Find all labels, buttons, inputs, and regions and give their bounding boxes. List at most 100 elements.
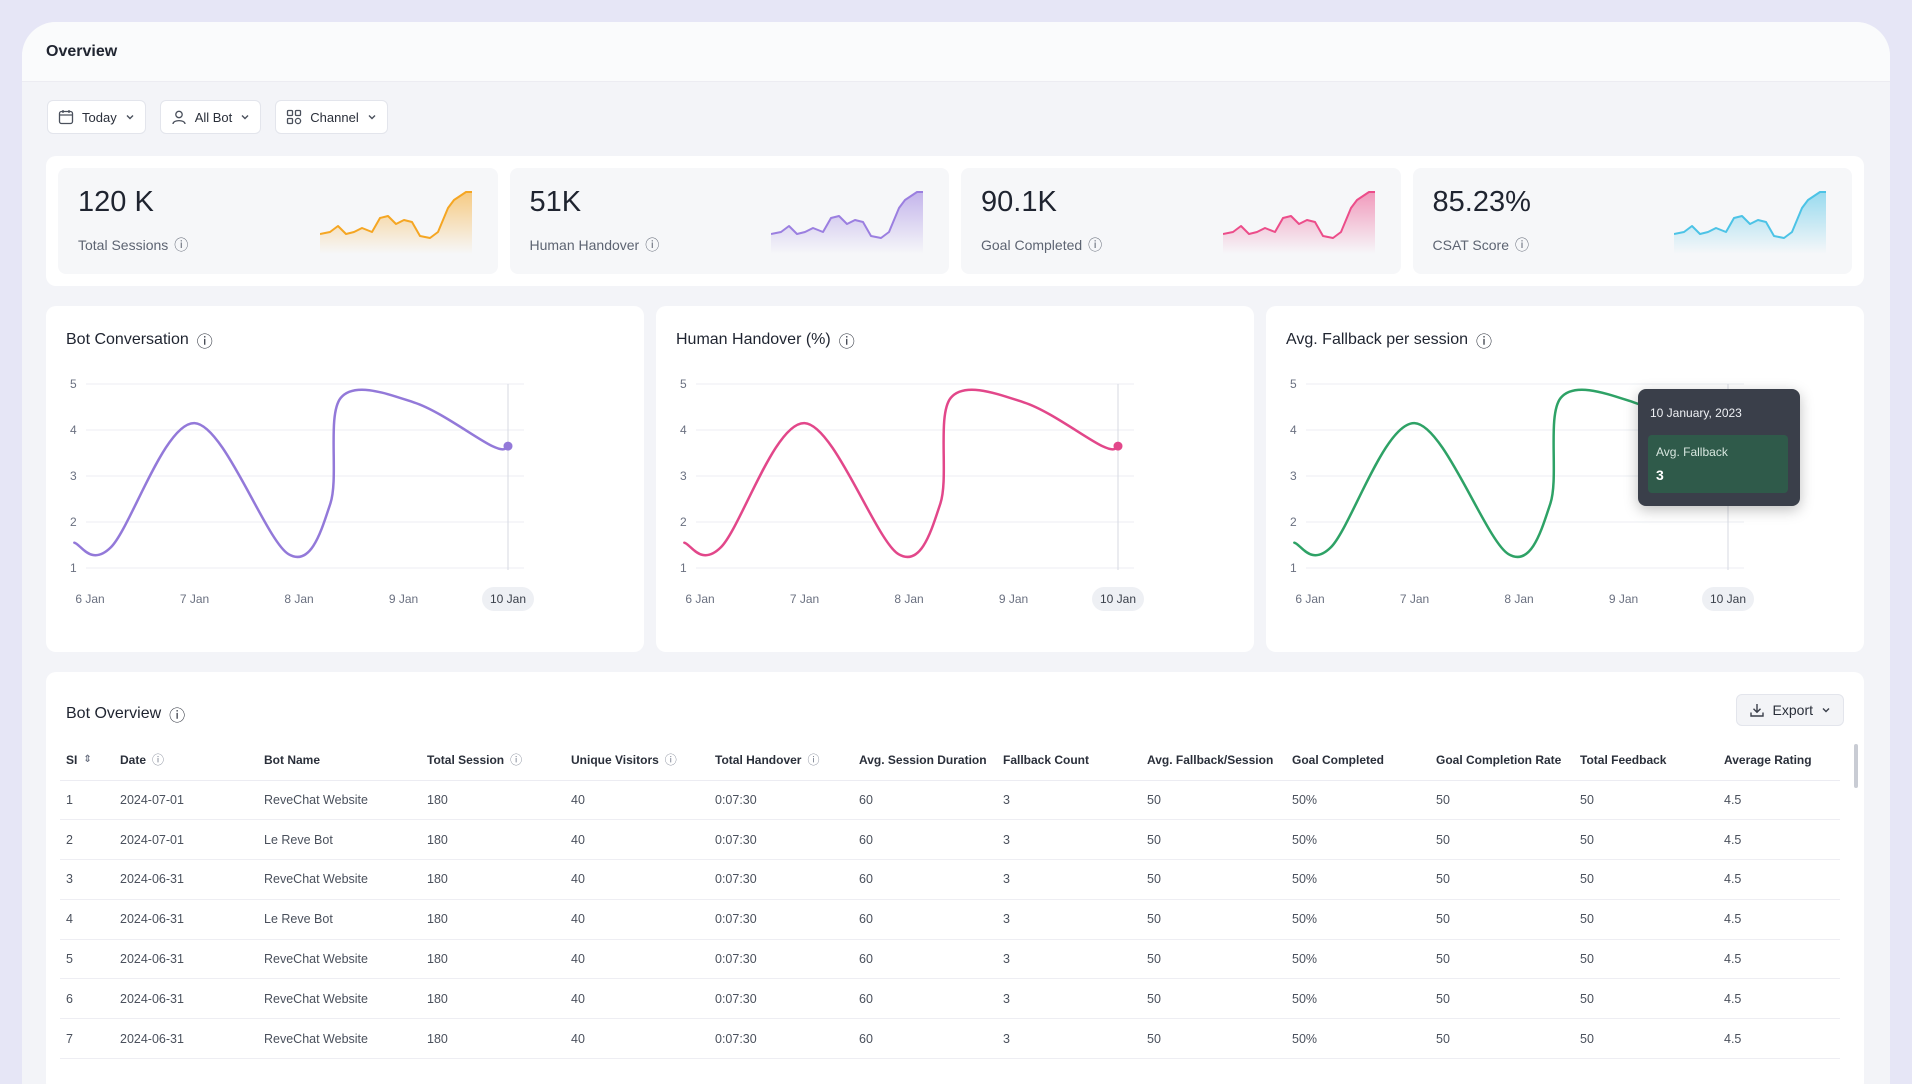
column-header-text: SI: [66, 752, 78, 767]
chart-title-text: Human Handover (%): [676, 331, 831, 348]
table-cell: 50%: [1286, 899, 1430, 940]
info-icon[interactable]: ⓘ: [152, 753, 165, 768]
info-icon[interactable]: ⓘ: [510, 753, 523, 768]
table-cell: 50: [1141, 939, 1286, 980]
y-tick-label: 4: [70, 423, 77, 437]
x-tick-label: 10 Jan: [1710, 592, 1746, 606]
y-tick-label: 2: [70, 515, 77, 529]
table-row[interactable]: 1 2024-07-01 ReveChat Website 180 40 0:07:30 6…: [60, 780, 1840, 821]
table-cell: 50: [1141, 1018, 1286, 1060]
y-tick-label: 1: [680, 561, 687, 575]
bot-overview-table: SI ⇕ Date ⓘ Bot Name Total Session ⓘ Unique…: [60, 740, 1840, 1060]
chart-card-human-handover: Human Handover (%) ⓘ 1 2 3 4 5 6 Jan 7 Jan 8 Jan…: [656, 306, 1254, 652]
chart-tooltip: 10 January, 2023 Avg. Fallback 3: [1638, 389, 1800, 506]
table-cell: 40: [565, 780, 709, 821]
column-header-text: Total Session: [427, 752, 505, 767]
table-cell: 0:07:30: [709, 819, 853, 861]
column-header: Unique Visitors ⓘ: [565, 740, 709, 781]
info-icon[interactable]: ⓘ: [169, 708, 186, 725]
user-icon: [172, 110, 186, 125]
date-filter-dropdown[interactable]: Today: [47, 100, 146, 134]
table-cell: 60: [853, 978, 997, 1020]
top-bar: Overview: [22, 22, 1890, 82]
table-cell: 50%: [1286, 819, 1430, 861]
table-row[interactable]: 7 2024-06-31 ReveChat Website 180 40 0:07:30 6…: [60, 1018, 1840, 1060]
sparkline-line: [771, 191, 923, 239]
table-cell: 50: [1141, 978, 1286, 1020]
column-header: Goal Completed: [1286, 740, 1430, 781]
table-cell: 180: [421, 978, 565, 1020]
info-icon[interactable]: ⓘ: [1476, 334, 1493, 351]
table-row[interactable]: 6 2024-06-31 ReveChat Website 180 40 0:07:30 6…: [60, 978, 1840, 1020]
sparkline: [1222, 191, 1375, 254]
y-tick-label: 2: [1290, 515, 1297, 529]
table-cell: 3: [997, 1018, 1141, 1060]
chevron-down-icon: [126, 115, 134, 120]
table-cell: 180: [421, 819, 565, 861]
info-icon[interactable]: ⓘ: [807, 753, 820, 768]
calendar-icon: [58, 110, 74, 125]
column-header-text: Date: [120, 752, 147, 767]
table-cell: 3: [997, 819, 1141, 861]
table-cell: 50%: [1286, 780, 1430, 821]
sort-icon[interactable]: ⇕: [83, 754, 92, 766]
table-cell: 0:07:30: [709, 1018, 853, 1060]
info-icon[interactable]: ⓘ: [838, 334, 855, 351]
info-icon[interactable]: ⓘ: [645, 237, 660, 253]
bot-filter-label: All Bot: [194, 109, 233, 125]
table-cell: 40: [565, 899, 709, 940]
table-cell: 50: [1141, 899, 1286, 940]
sparkline: [1674, 191, 1826, 254]
column-header[interactable]: SI ⇕: [60, 740, 114, 781]
info-icon[interactable]: ⓘ: [1088, 237, 1103, 253]
y-tick-label: 1: [1290, 561, 1297, 575]
table-row[interactable]: 2 2024-07-01 Le Reve Bot 180 40 0:07:30 60 3 50 5…: [60, 819, 1840, 861]
table-cell: 4.5: [1718, 780, 1840, 821]
table-cell: Le Reve Bot: [258, 899, 421, 940]
tooltip-value: 3: [1656, 467, 1664, 483]
table-row[interactable]: 3 2024-06-31 ReveChat Website 180 40 0:07:30 6…: [60, 859, 1840, 900]
table-cell: 50: [1430, 780, 1574, 821]
sparkline-area: [319, 192, 472, 254]
sparkline-line: [319, 191, 472, 239]
table-cell: 7: [60, 1018, 114, 1060]
info-icon[interactable]: ⓘ: [196, 334, 213, 351]
table-cell: ReveChat Website: [258, 780, 421, 821]
line-chart[interactable]: 1 2 3 4 5 6 Jan 7 Jan 8 Jan 9 Jan 10 Jan: [656, 306, 1254, 652]
y-tick-label: 2: [680, 515, 687, 529]
export-button[interactable]: Export: [1735, 694, 1844, 726]
table-body: 1 2024-07-01 ReveChat Website 180 40 0:07:30 6…: [60, 780, 1840, 1060]
table-row[interactable]: 4 2024-06-31 Le Reve Bot 180 40 0:07:30 60 3 50 5…: [60, 899, 1840, 940]
kpi-label: Total Sessions ⓘ: [78, 235, 188, 255]
line-chart[interactable]: 1 2 3 4 5 6 Jan 7 Jan 8 Jan 9 Jan 10 Jan: [46, 306, 644, 652]
data-point[interactable]: [503, 441, 513, 451]
sparkline-line: [1222, 191, 1375, 239]
grid-icon: [287, 109, 302, 125]
x-tick-label: 8 Jan: [1504, 592, 1533, 606]
table-cell: 180: [421, 899, 565, 940]
kpi-label-text: Human Handover: [529, 237, 640, 253]
channel-filter-dropdown[interactable]: Channel: [275, 100, 388, 134]
column-header: Avg. Session Duration: [853, 740, 997, 781]
table-scrollbar[interactable]: [1854, 744, 1858, 788]
kpi-card-human-handover: 51K Human Handover ⓘ: [509, 168, 949, 274]
column-header: Total Session ⓘ: [421, 740, 565, 781]
kpi-label-text: Total Sessions: [78, 237, 169, 253]
bot-filter-dropdown[interactable]: All Bot: [159, 100, 262, 134]
table-cell: 50: [1430, 899, 1574, 940]
table-cell: 4.5: [1718, 859, 1840, 900]
table-cell: 40: [565, 978, 709, 1020]
download-icon: [1749, 704, 1764, 717]
kpi-label-text: CSAT Score: [1432, 237, 1510, 253]
kpi-row: 120 K Total Sessions ⓘ 51K Human Handover…: [46, 156, 1864, 286]
data-point[interactable]: [1113, 441, 1123, 451]
info-icon[interactable]: ⓘ: [174, 237, 189, 253]
info-icon[interactable]: ⓘ: [664, 753, 677, 768]
table-cell: 1: [60, 780, 114, 821]
y-tick-label: 5: [1290, 377, 1297, 391]
x-tick-label: 8 Jan: [894, 592, 923, 606]
info-icon[interactable]: ⓘ: [1515, 237, 1530, 253]
chart-title-text: Avg. Fallback per session: [1286, 331, 1469, 348]
table-cell: 3: [997, 899, 1141, 940]
table-row[interactable]: 5 2024-06-31 ReveChat Website 180 40 0:07:30 6…: [60, 939, 1840, 980]
